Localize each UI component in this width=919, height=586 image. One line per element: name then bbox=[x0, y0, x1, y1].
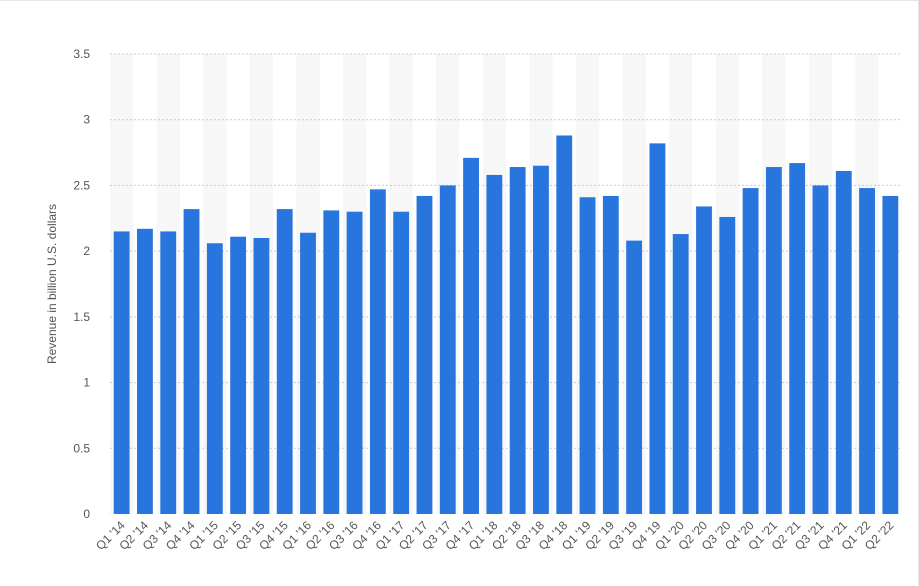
bar bbox=[183, 209, 200, 515]
bar bbox=[626, 240, 643, 514]
bar bbox=[276, 209, 293, 515]
y-tick-label: 0.5 bbox=[73, 441, 90, 455]
bar bbox=[206, 243, 223, 514]
bar bbox=[672, 234, 689, 515]
bar bbox=[835, 170, 852, 514]
y-tick-label: 2 bbox=[83, 244, 90, 258]
y-tick-label: 0 bbox=[83, 507, 90, 521]
bar bbox=[463, 157, 479, 515]
bar bbox=[300, 232, 316, 514]
bar bbox=[346, 211, 363, 514]
bar bbox=[789, 163, 806, 515]
bar bbox=[812, 185, 829, 514]
y-tick-label: 2.5 bbox=[73, 178, 90, 192]
bar bbox=[696, 206, 712, 514]
y-tick-label: 3.5 bbox=[73, 47, 90, 61]
y-axis-ticks: 0 0.5 1 1.5 2 2.5 3 3.5 bbox=[73, 47, 90, 521]
bar bbox=[533, 165, 549, 514]
bar bbox=[719, 216, 736, 514]
bar bbox=[416, 195, 433, 514]
y-tick-label: 3 bbox=[83, 113, 90, 127]
bar bbox=[859, 188, 875, 515]
bar bbox=[765, 167, 782, 514]
bar bbox=[882, 195, 899, 514]
y-tick-label: 1 bbox=[83, 376, 90, 390]
bar bbox=[230, 236, 247, 514]
bar bbox=[160, 231, 177, 514]
bar bbox=[649, 143, 666, 514]
bar bbox=[509, 167, 526, 514]
bar bbox=[113, 231, 130, 514]
bar bbox=[579, 197, 596, 514]
y-tick-label: 1.5 bbox=[73, 310, 90, 324]
bar bbox=[369, 189, 386, 514]
bar bbox=[742, 188, 759, 515]
bar bbox=[253, 238, 270, 514]
bar bbox=[602, 195, 619, 514]
bar bbox=[556, 135, 573, 514]
bar bbox=[486, 174, 503, 514]
bars bbox=[113, 135, 899, 515]
y-axis-title: Revenue in billion U.S. dollars bbox=[45, 204, 59, 364]
bar bbox=[393, 211, 410, 514]
bar bbox=[323, 210, 340, 514]
bar bbox=[439, 185, 456, 514]
bar bbox=[137, 228, 153, 515]
